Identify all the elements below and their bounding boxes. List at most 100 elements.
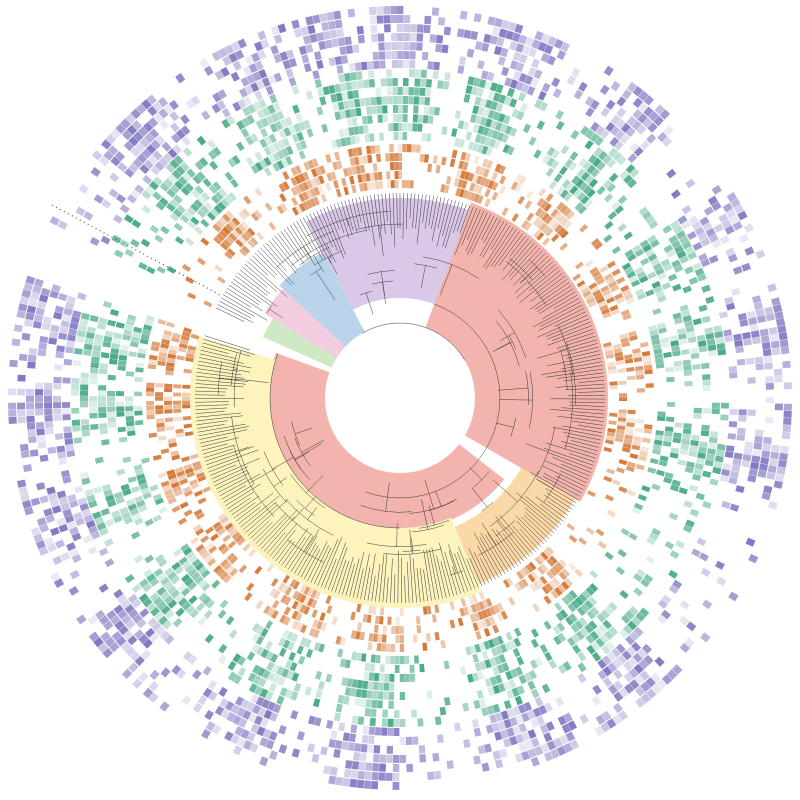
ring-purple-cell (36, 482, 46, 491)
ring-green-cell (443, 660, 450, 670)
ring-purple-cell (566, 75, 577, 86)
ring-purple-cell (250, 693, 259, 704)
ring-purple-cell (68, 328, 78, 336)
ring-green-cell (490, 101, 498, 111)
ring-green-cell (707, 448, 716, 455)
ring-orange-cell (423, 154, 430, 163)
ring-orange-cell (378, 180, 384, 190)
ring-purple-cell (637, 113, 648, 124)
ring-green-cell (588, 596, 598, 606)
ring-orange-cell (158, 435, 167, 441)
ring-green-cell (418, 96, 425, 105)
ring-green-cell (322, 86, 330, 96)
ring-orange-cell (397, 144, 403, 153)
ring-green-cell (203, 201, 213, 211)
ring-green-cell (169, 159, 180, 169)
ring-purple-cell (416, 42, 423, 51)
ring-green-cell (484, 678, 493, 688)
ring-orange-cell (362, 155, 369, 164)
ring-green-cell (402, 87, 409, 96)
ring-green-cell (133, 326, 143, 334)
ring-green-cell (251, 622, 261, 633)
ring-purple-cell (93, 194, 104, 204)
ring-green-cell (433, 107, 441, 116)
ring-purple-cell (190, 95, 201, 106)
leaf-branch (349, 558, 360, 597)
ring-purple-cell (232, 101, 242, 112)
ring-purple-cell (680, 220, 691, 230)
ring-purple-cell (41, 322, 51, 331)
ring-purple-cell (770, 340, 780, 349)
ring-orange-cell (609, 381, 618, 386)
ring-orange-cell (558, 559, 568, 568)
ring-purple-cell (51, 283, 61, 293)
ring-purple-cell (472, 755, 481, 765)
ring-green-cell (140, 487, 151, 495)
ring-purple-cell (246, 74, 256, 85)
ring-green-cell (79, 471, 89, 480)
leaf-branch (245, 504, 278, 533)
ring-green-cell (116, 401, 125, 407)
ring-green-cell (402, 105, 408, 114)
ring-purple-cell (250, 723, 260, 734)
ring-purple-cell (152, 150, 163, 161)
ring-purple-cell (66, 542, 76, 552)
ring-green-cell (80, 384, 89, 391)
ring-purple-cell (139, 164, 150, 175)
ring-green-cell (698, 446, 707, 454)
ring-green-cell (653, 285, 663, 294)
ring-purple-cell (751, 455, 761, 463)
ring-purple-cell (456, 28, 465, 38)
ring-green-cell (288, 125, 297, 135)
ring-green-cell (503, 96, 512, 106)
ring-orange-cell (610, 284, 620, 293)
ring-purple-cell (765, 313, 775, 322)
ring-purple-cell (711, 239, 722, 249)
ring-green-cell (99, 428, 109, 435)
ring-purple-cell (17, 416, 26, 424)
ring-green-cell (626, 270, 636, 279)
ring-purple-cell (753, 301, 764, 311)
ring-orange-cell (631, 444, 641, 451)
leaf-branch (230, 281, 262, 303)
ring-orange-cell (537, 554, 546, 563)
ring-green-cell (674, 317, 684, 325)
ring-purple-cell (20, 493, 30, 502)
ring-green-cell (701, 284, 711, 293)
ring-orange-cell (624, 354, 633, 360)
ring-purple-cell (524, 36, 534, 47)
ring-green-cell (684, 320, 694, 328)
ring-purple-cell (62, 475, 72, 484)
ring-green-cell (713, 461, 723, 469)
ring-purple-cell (378, 51, 386, 60)
ring-green-cell (630, 279, 641, 288)
ring-orange-cell (449, 158, 456, 168)
ring-orange-cell (176, 355, 185, 361)
ring-green-cell (668, 234, 679, 244)
ring-green-cell (288, 651, 296, 662)
ring-orange-cell (597, 540, 607, 550)
leaf-branch (392, 193, 396, 248)
ring-purple-cell (637, 648, 648, 659)
ring-green-cell (413, 96, 420, 105)
ring-green-cell (397, 132, 403, 141)
leaf-branch (552, 457, 592, 473)
ring-orange-cell (440, 184, 446, 193)
ring-green-cell (666, 249, 676, 258)
ring-green-cell (131, 513, 142, 521)
ring-green-cell (473, 77, 481, 87)
ring-purple-cell (344, 36, 352, 46)
ring-purple-cell (61, 314, 72, 322)
ring-green-cell (180, 214, 190, 224)
ring-green-cell (672, 437, 682, 444)
ring-green-cell (699, 441, 708, 448)
ring-orange-cell (486, 160, 494, 170)
ring-orange-cell (584, 293, 594, 301)
leaf-branch (444, 201, 460, 249)
ring-purple-cell (526, 85, 536, 96)
ring-orange-cell (376, 153, 381, 163)
ring-purple-cell (27, 354, 37, 362)
ring-purple-cell (711, 201, 722, 212)
ring-green-cell (116, 411, 125, 417)
ring-green-cell (642, 244, 652, 253)
